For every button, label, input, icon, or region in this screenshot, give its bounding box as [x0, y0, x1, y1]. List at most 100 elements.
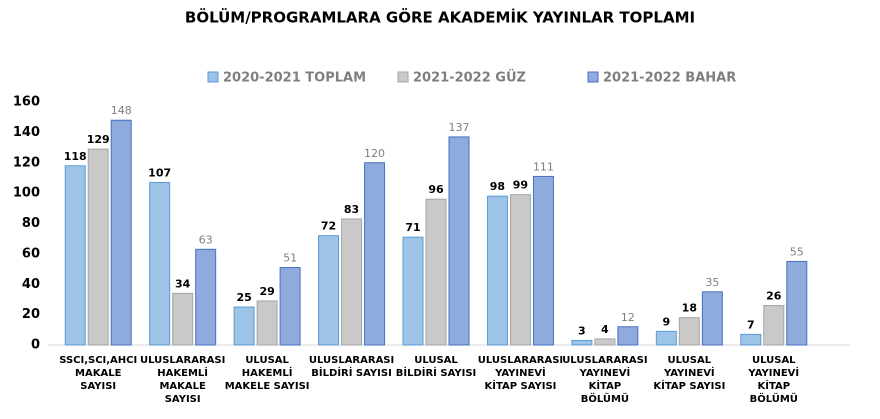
- bar: [509, 194, 531, 346]
- value-label: 51: [283, 252, 297, 265]
- x-tick-line: SAYISI: [80, 381, 116, 392]
- value-label: 4: [601, 323, 609, 336]
- x-tick-label: ULUSAL YAYINEVİ KİTAP BÖLÜMÜ: [747, 355, 799, 405]
- x-tick-line: MAKALE: [75, 368, 122, 379]
- bar: [425, 198, 447, 346]
- value-label: 12: [621, 311, 635, 324]
- legend-swatch: [207, 71, 219, 83]
- chart-title: BÖLÜM/PROGRAMLARA GÖRE AKADEMİK YAYINLAR…: [185, 8, 695, 27]
- x-tick-line: ULUSLARARASI: [140, 355, 225, 366]
- y-tick-label: 80: [22, 216, 40, 231]
- bar: [279, 267, 301, 346]
- x-tick-line: KİTAP: [757, 378, 790, 392]
- bar: [195, 248, 217, 346]
- value-label: 9: [663, 315, 671, 328]
- legend-swatch: [397, 71, 409, 83]
- bar: [571, 339, 593, 346]
- y-tick-label: 140: [13, 125, 40, 140]
- x-tick-label: ULUSAL YAYINEVİ KİTAP SAYISI: [653, 355, 725, 392]
- x-tick-label: SSCI,SCI,AHCI MAKALE SAYISI: [59, 355, 137, 392]
- x-tick-line: ULUSAL: [752, 355, 796, 366]
- bar: [448, 136, 470, 346]
- y-tick-label: 100: [13, 186, 40, 201]
- x-tick-label: ULUSLARARASI HAKEMLİ MAKALE SAYISI: [140, 355, 225, 405]
- x-tick-line: HAKEMLİ: [242, 365, 293, 379]
- x-tick-line: MAKELE SAYISI: [225, 381, 310, 392]
- bar: [64, 165, 86, 346]
- bar: [318, 235, 340, 346]
- x-tick-line: ULUSAL: [414, 355, 458, 366]
- bar: [341, 218, 363, 346]
- x-tick-line: BÖLÜMÜ: [750, 391, 798, 405]
- value-label: 25: [236, 291, 251, 304]
- bar: [786, 260, 808, 346]
- bar: [172, 292, 194, 346]
- x-tick-line: KİTAP SAYISI: [653, 378, 725, 392]
- value-label: 96: [428, 183, 444, 196]
- y-tick-label: 160: [13, 95, 40, 110]
- bar: [486, 195, 508, 346]
- value-label: 111: [533, 160, 554, 173]
- x-tick-line: SAYISI: [165, 394, 201, 405]
- value-label: 34: [175, 277, 191, 290]
- x-tick-line: ULUSLARARASI: [562, 355, 647, 366]
- x-tick-line: SSCI,SCI,AHCI: [59, 355, 137, 366]
- x-tick-line: ULUSAL: [245, 355, 289, 366]
- y-tick-label: 120: [13, 155, 40, 170]
- value-label: 18: [682, 302, 697, 315]
- x-tick-line: KİTAP SAYISI: [484, 378, 556, 392]
- bar: [655, 330, 677, 346]
- value-label: 63: [199, 233, 213, 246]
- value-label: 71: [405, 221, 420, 234]
- x-tick-label: ULUSLARARASI BİLDİRİ SAYISI: [309, 355, 394, 379]
- y-tick-label: 40: [22, 277, 40, 292]
- bar: [364, 162, 386, 346]
- bar: [763, 305, 785, 346]
- x-tick-line: YAYINEVİ: [663, 365, 715, 379]
- bar: [256, 300, 278, 346]
- value-label: 72: [321, 220, 336, 233]
- bar: [149, 181, 171, 346]
- value-label: 83: [344, 203, 359, 216]
- value-label: 35: [705, 276, 719, 289]
- legend-label: 2021-2022 GÜZ: [413, 70, 526, 86]
- x-tick-label: ULUSLARARASI YAYINEVİ KİTAP BÖLÜMÜ: [562, 355, 647, 405]
- y-tick-label: 60: [22, 246, 40, 261]
- bar: [87, 148, 109, 346]
- legend-label: 2021-2022 BAHAR: [603, 71, 736, 86]
- value-label: 7: [747, 318, 755, 331]
- value-label: 148: [111, 104, 132, 117]
- value-label: 99: [513, 179, 528, 192]
- x-tick-label: ULUSAL BİLDİRİ SAYISI: [396, 355, 477, 379]
- legend-swatch: [587, 71, 599, 83]
- legend-label: 2020-2021 TOPLAM: [223, 71, 366, 86]
- value-label: 137: [449, 121, 470, 134]
- value-label: 26: [766, 290, 782, 303]
- x-tick-line: KİTAP: [589, 378, 622, 392]
- x-tick-line: ULUSAL: [668, 355, 712, 366]
- value-label: 55: [790, 245, 804, 258]
- bar: [678, 317, 700, 346]
- value-label: 120: [364, 147, 385, 160]
- y-tick-label: 20: [22, 307, 40, 322]
- bar: [701, 291, 723, 346]
- value-label: 29: [259, 285, 274, 298]
- x-tick-line: BÖLÜMÜ: [581, 391, 629, 405]
- bar: [594, 338, 616, 346]
- bar: [532, 175, 554, 346]
- bar: [740, 333, 762, 346]
- y-tick-label: 0: [31, 338, 40, 353]
- x-tick-line: HAKEMLİ: [157, 365, 208, 379]
- x-tick-line: BİLDİRİ SAYISI: [396, 365, 477, 379]
- value-label: 118: [64, 150, 87, 163]
- value-label: 107: [148, 166, 171, 179]
- bar: [402, 236, 424, 346]
- value-label: 3: [578, 324, 586, 337]
- x-tick-line: BİLDİRİ SAYISI: [311, 365, 392, 379]
- bar: [110, 119, 132, 346]
- x-tick-line: YAYINEVİ: [747, 365, 799, 379]
- bar: [233, 306, 255, 346]
- bar: [617, 326, 639, 346]
- x-tick-line: YAYINEVİ: [494, 365, 546, 379]
